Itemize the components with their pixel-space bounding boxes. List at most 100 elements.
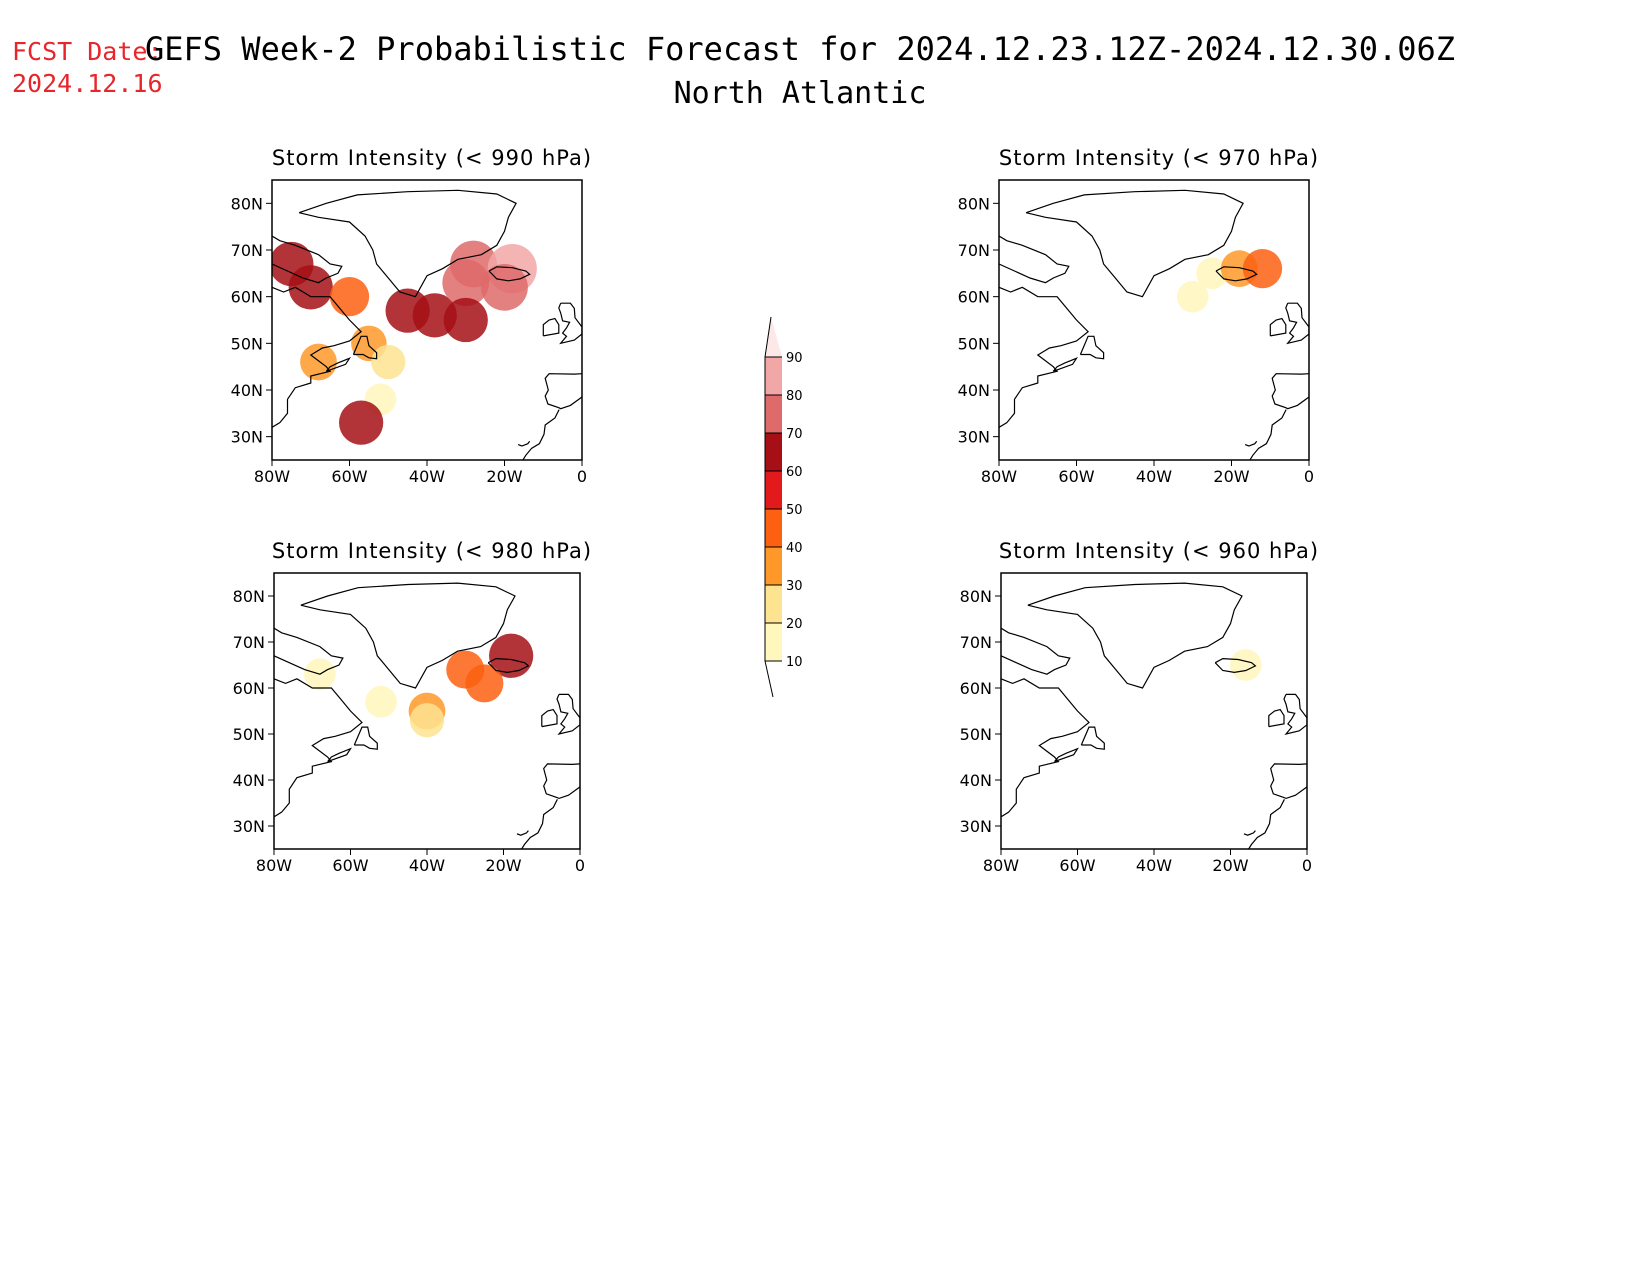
coastline (1079, 335, 1105, 360)
coastline (558, 302, 582, 345)
lon-tick-label: 40W (409, 467, 445, 486)
lat-tick-label: 80N (233, 587, 265, 606)
coastline (522, 409, 560, 460)
coastline (1052, 357, 1079, 372)
lon-tick-label: 80W (256, 856, 292, 875)
probability-cell (371, 344, 406, 380)
lat-tick-label: 40N (233, 771, 265, 790)
lat-tick-label: 50N (958, 334, 990, 353)
colorbar-swatch (765, 471, 782, 509)
lat-tick-label: 50N (233, 725, 265, 744)
fcst-date-block: FCST Date: 2024.12.16 (12, 36, 163, 100)
coastline (327, 747, 352, 763)
probability-cell (339, 400, 384, 445)
lat-tick-label: 50N (960, 725, 992, 744)
probability-cell (365, 685, 397, 718)
fcst-date-label: FCST Date: (12, 37, 163, 66)
colorbar-label: 80 (786, 389, 803, 404)
colorbar-extension-bottom (765, 661, 782, 697)
coastline (1244, 440, 1258, 447)
coastline (1080, 726, 1105, 750)
coastline (1268, 708, 1285, 728)
panel-title: Storm Intensity (< 980 hPa) (272, 539, 592, 563)
probability-cell (409, 703, 445, 738)
colorbar-label: 50 (786, 503, 803, 518)
lon-tick-label: 80W (983, 856, 1019, 875)
colorbar-swatch (765, 433, 782, 471)
lon-tick-label: 20W (486, 467, 522, 486)
probability-cell (465, 664, 504, 703)
colorbar-label: 60 (786, 465, 803, 480)
lon-tick-label: 0 (1302, 856, 1312, 875)
coastline (272, 235, 343, 284)
lat-tick-label: 80N (958, 194, 990, 213)
coastline (488, 266, 531, 282)
lat-tick-label: 40N (960, 771, 992, 790)
lon-tick-label: 60W (331, 467, 367, 486)
coastline (542, 317, 560, 337)
lat-tick-label: 30N (233, 817, 265, 836)
coastline (1271, 373, 1309, 410)
lon-tick-label: 20W (1212, 856, 1248, 875)
lat-tick-label: 60N (233, 679, 265, 698)
lat-tick-label: 70N (958, 241, 990, 260)
page-subtitle: North Atlantic (673, 76, 927, 111)
fcst-date-value: 2024.12.16 (12, 69, 163, 98)
map-panel-p990: Storm Intensity (< 990 hPa) 80N 70N 60N 50N 4… (231, 146, 592, 486)
map-panel-p980: Storm Intensity (< 980 hPa) 80N 70N 60N 50N 4… (233, 539, 592, 875)
coastline (1247, 799, 1285, 849)
coastline (487, 657, 530, 674)
lon-tick-label: 20W (485, 856, 521, 875)
coastline (325, 357, 352, 372)
lon-tick-label: 60W (332, 856, 368, 875)
coastline (1054, 747, 1079, 763)
lat-tick-label: 60N (960, 679, 992, 698)
coastline (556, 693, 580, 736)
lat-tick-label: 70N (960, 633, 992, 652)
coastline (1001, 627, 1071, 675)
map-panel-p970: Storm Intensity (< 970 hPa) 80N 70N 60N 50N 4… (958, 146, 1318, 486)
coastline (1243, 830, 1256, 836)
probability-cell (329, 277, 370, 317)
coastline (352, 335, 378, 360)
panel-title: Storm Intensity (< 990 hPa) (272, 146, 592, 170)
probability-cell (1229, 649, 1262, 681)
colorbar: 90 80 70 60 50 40 30 20 10 (764, 316, 803, 698)
coastline (999, 235, 1070, 284)
probability-cell (1196, 257, 1228, 290)
coastline (1269, 317, 1287, 337)
lon-tick-label: 0 (1304, 467, 1314, 486)
lat-tick-label: 80N (231, 194, 263, 213)
lat-tick-label: 50N (231, 334, 263, 353)
lat-tick-label: 60N (231, 288, 263, 307)
lat-tick-label: 30N (960, 817, 992, 836)
coastline (1285, 302, 1309, 345)
lat-tick-label: 30N (231, 428, 263, 447)
probability-cell (300, 343, 337, 381)
lon-tick-label: 80W (981, 467, 1017, 486)
coastline (274, 678, 363, 818)
coastline (1283, 693, 1307, 736)
lat-tick-label: 30N (958, 428, 990, 447)
coastline (272, 286, 362, 428)
coastline (1214, 657, 1257, 674)
colorbar-label: 70 (786, 427, 803, 442)
probability-cell (489, 633, 534, 678)
coastline (353, 726, 378, 750)
lat-tick-label: 40N (231, 381, 263, 400)
coastline (1270, 763, 1307, 800)
coastline (1249, 409, 1287, 460)
lon-tick-label: 40W (1136, 856, 1172, 875)
coastline (298, 189, 517, 298)
probability-cell (1242, 249, 1283, 289)
colorbar-swatch (765, 509, 782, 547)
coastline (516, 830, 529, 836)
coastline (274, 627, 344, 675)
colorbar-swatch (765, 357, 782, 395)
map-frame (998, 179, 1310, 461)
coastline (544, 373, 582, 410)
lon-tick-label: 60W (1058, 467, 1094, 486)
lon-tick-label: 60W (1059, 856, 1095, 875)
lon-tick-label: 0 (575, 856, 585, 875)
lat-tick-label: 60N (958, 288, 990, 307)
